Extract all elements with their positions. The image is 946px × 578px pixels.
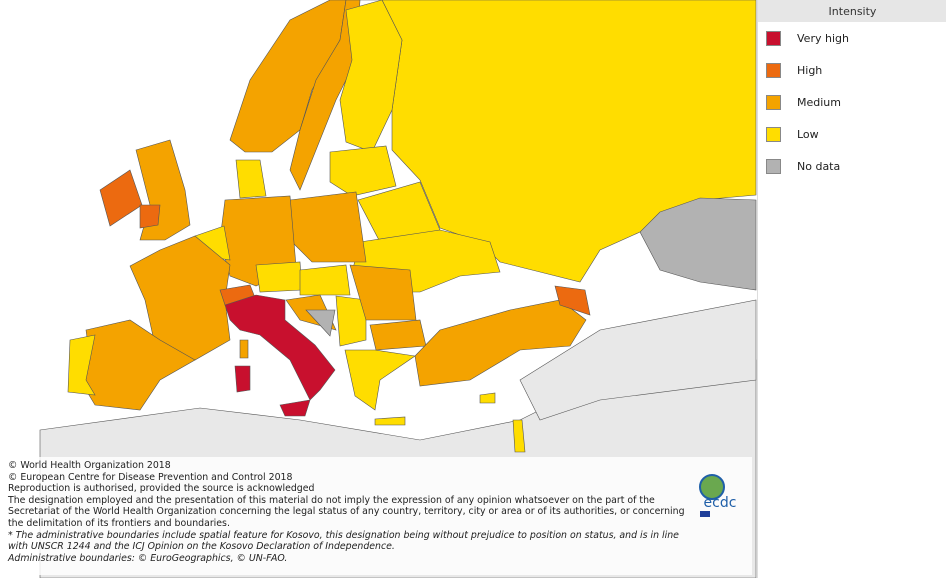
legend-label: High — [797, 64, 823, 77]
country — [335, 295, 367, 347]
logo-text: ecdc — [704, 495, 737, 511]
country — [139, 204, 161, 229]
footer-line: © European Centre for Disease Prevention… — [8, 471, 293, 483]
legend-label: No data — [797, 160, 841, 173]
country — [234, 365, 251, 393]
country — [305, 309, 336, 337]
land — [519, 299, 757, 421]
country — [224, 294, 336, 401]
country — [279, 399, 311, 417]
country — [344, 349, 416, 411]
country — [414, 299, 587, 387]
legend-swatch — [766, 159, 781, 174]
country — [129, 235, 231, 361]
country — [329, 145, 397, 197]
legend-swatch — [766, 31, 781, 46]
footer-line: © World Health Organization 2018 — [8, 460, 171, 471]
country — [235, 159, 267, 199]
legend-label: Low — [797, 128, 819, 141]
country — [299, 264, 351, 296]
footer-note: Administrative boundaries: © EuroGeograp… — [8, 552, 288, 564]
country — [479, 392, 496, 404]
footer-text: © World Health Organization 2018 © Europe… — [8, 460, 688, 564]
country — [554, 285, 591, 316]
footer: © World Health Organization 2018 © Europe… — [0, 457, 752, 575]
logo-globe — [699, 474, 725, 500]
legend: Intensity Very high High Medium Low No data — [757, 0, 946, 578]
country — [239, 339, 249, 359]
footer-line: Reproduction is authorised, provided the… — [8, 483, 315, 495]
logo: ecdc — [699, 474, 737, 517]
legend-label: Medium — [797, 96, 841, 109]
country — [374, 416, 406, 426]
country — [349, 264, 417, 321]
legend-swatch — [766, 95, 781, 110]
country — [255, 261, 303, 293]
legend-swatch — [766, 127, 781, 142]
country — [512, 419, 526, 453]
footer-note: * The administrative boundaries include … — [8, 529, 679, 553]
footer-line: The designation employed and the present… — [8, 494, 685, 529]
country — [99, 169, 143, 227]
legend-title: Intensity — [758, 0, 946, 22]
legend-swatch — [766, 63, 781, 78]
country — [67, 334, 96, 396]
logo-flag — [700, 511, 710, 517]
country — [289, 191, 367, 263]
country — [639, 197, 757, 291]
country — [369, 319, 427, 351]
legend-label: Very high — [797, 32, 849, 45]
